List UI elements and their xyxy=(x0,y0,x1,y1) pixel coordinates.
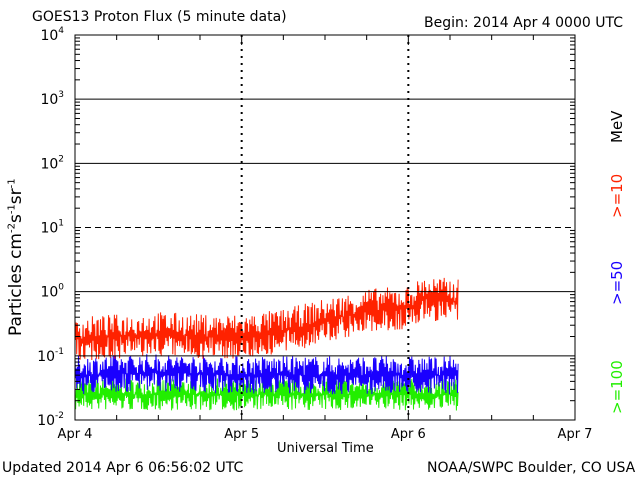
x-tick-label: Apr 7 xyxy=(558,427,593,442)
y-tick-label: 104 xyxy=(40,26,64,44)
plot-frame xyxy=(74,34,576,421)
credit-label: NOAA/SWPC Boulder, CO USA xyxy=(427,460,636,476)
x-tick-label: Apr 4 xyxy=(58,427,93,442)
series-line xyxy=(74,354,459,395)
x-tick-label: Apr 6 xyxy=(391,427,426,442)
y-tick-label: 10-2 xyxy=(37,411,64,429)
y-tick-label: 103 xyxy=(40,90,64,108)
updated-timestamp: Updated 2014 Apr 6 06:56:02 UTC xyxy=(2,460,244,476)
y-tick-label: 10-1 xyxy=(37,347,64,365)
begin-time-label: Begin: 2014 Apr 4 0000 UTC xyxy=(424,15,623,31)
x-axis-label: Universal Time xyxy=(277,441,374,456)
y-tick-label: 102 xyxy=(40,154,64,172)
y-tick-label: 100 xyxy=(40,283,64,301)
chart-title: GOES13 Proton Flux (5 minute data) xyxy=(32,9,287,25)
x-tick-label: Apr 5 xyxy=(224,427,259,442)
y-tick-label: 101 xyxy=(40,219,64,237)
series-line xyxy=(74,277,459,361)
